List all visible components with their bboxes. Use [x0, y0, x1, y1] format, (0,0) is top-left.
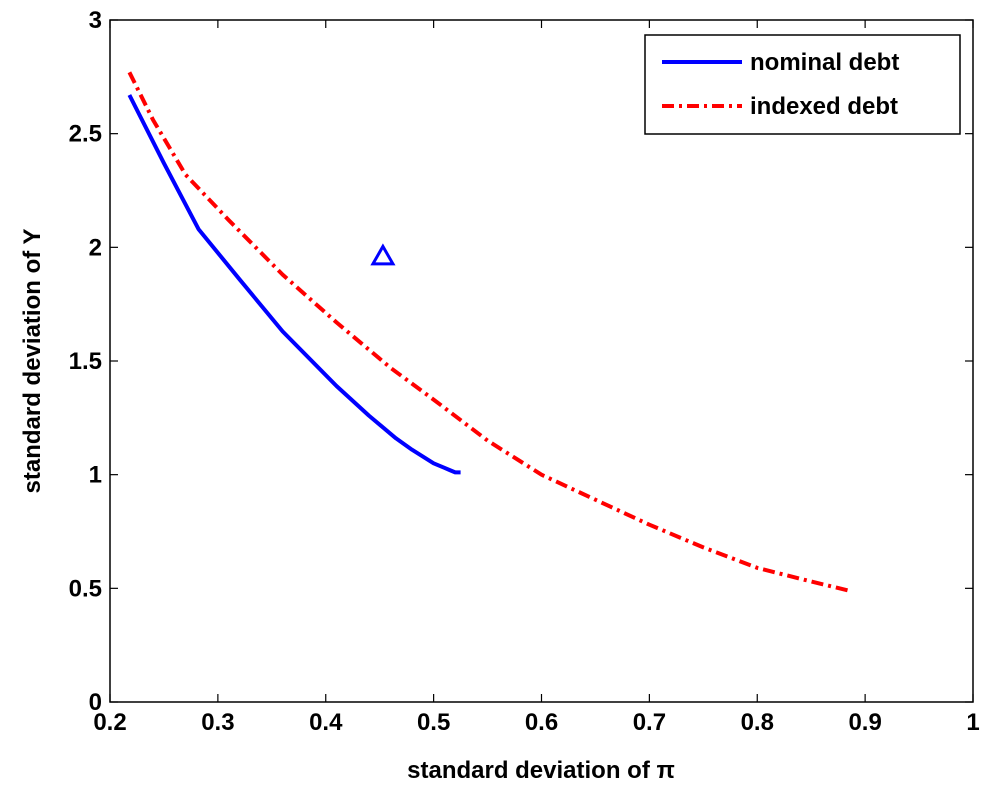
x-tick-label: 0.8	[741, 709, 774, 736]
y-tick-label: 0	[89, 689, 102, 716]
series-group	[127, 71, 850, 593]
legend-label-nominal-debt: nominal debt	[750, 49, 899, 76]
legend-label-indexed-debt: indexed debt	[750, 93, 898, 120]
x-tick-label: 0.7	[633, 709, 666, 736]
y-tick-label: 3	[89, 7, 102, 34]
series-line-indexed-debt	[127, 71, 850, 593]
x-tick-label: 0.9	[848, 709, 881, 736]
x-tick-label: 0.6	[525, 709, 558, 736]
markers-group	[370, 243, 396, 266]
triangle-marker	[370, 243, 396, 266]
x-tick-label: 0.3	[201, 709, 234, 736]
y-axis-label: standard deviation of Y	[19, 229, 46, 494]
legend: nominal debt indexed debt	[644, 34, 961, 135]
x-tick-label: 0.5	[417, 709, 450, 736]
x-tick-label: 0.4	[309, 709, 343, 736]
y-tick-label: 1.5	[69, 348, 102, 375]
legend-box	[644, 34, 961, 135]
y-tick-label: 2	[89, 234, 102, 261]
axis-ticks: 0.2 0.3 0.4 0.5 0.6 0.7 0.8 0.9 1 0 0.5 1 1.5 2 2.5 3	[69, 7, 980, 736]
series-line-nominal-debt	[127, 94, 461, 475]
x-tick-label: 0.2	[93, 709, 126, 736]
x-tick-label: 1	[966, 709, 979, 736]
y-tick-label: 0.5	[69, 575, 102, 602]
y-tick-label: 1	[89, 462, 102, 489]
x-axis-label: standard deviation of π	[407, 757, 675, 784]
y-tick-label: 2.5	[69, 121, 102, 148]
